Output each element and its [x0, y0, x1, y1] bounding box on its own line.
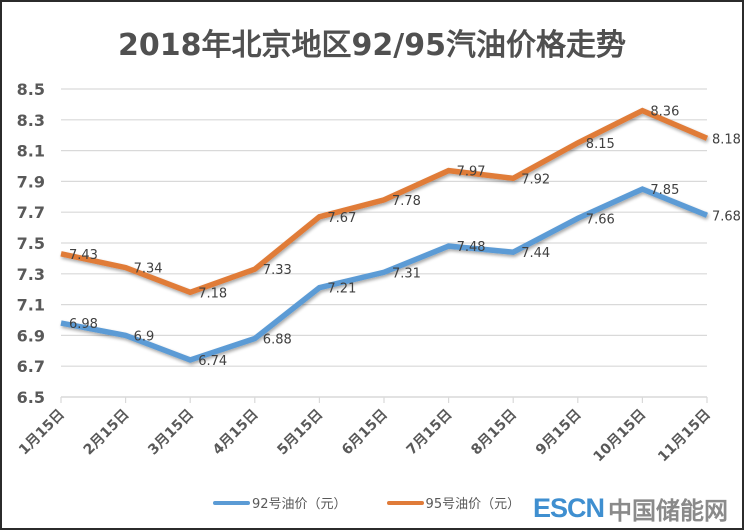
x-tick-label: 9月15日 — [533, 407, 585, 459]
x-tick-label: 11月15日 — [655, 407, 714, 466]
data-label: 7.33 — [263, 263, 292, 278]
watermark-logo: ESCN 中国储能网 — [533, 491, 728, 526]
legend-label-95: 95号油价（元） — [425, 497, 521, 512]
legend-item-95: 95号油价（元） — [386, 493, 521, 512]
data-label: 7.34 — [134, 262, 163, 277]
data-label: 6.9 — [134, 329, 155, 344]
x-tick-label: 3月15日 — [145, 407, 197, 459]
data-label: 7.68 — [712, 209, 741, 224]
y-tick-label: 6.5 — [17, 388, 45, 407]
x-tick-label: 7月15日 — [404, 407, 456, 459]
data-label: 8.36 — [650, 105, 679, 120]
y-tick-label: 7.9 — [17, 172, 45, 191]
y-tick-label: 6.7 — [17, 357, 45, 376]
y-tick-label: 6.9 — [17, 326, 45, 345]
y-tick-label: 7.5 — [17, 234, 45, 253]
y-tick-label: 8.5 — [17, 80, 45, 99]
x-tick-label: 4月15日 — [210, 407, 262, 459]
legend-label-92: 92号油价（元） — [252, 497, 347, 512]
data-label: 7.48 — [457, 240, 486, 255]
data-label: 8.18 — [712, 132, 741, 147]
data-label: 7.66 — [586, 212, 615, 227]
data-label: 7.43 — [69, 248, 98, 263]
data-label: 7.44 — [521, 246, 550, 261]
x-tick-label: 2月15日 — [81, 407, 133, 459]
data-label: 6.74 — [198, 354, 227, 369]
data-label: 6.88 — [263, 332, 292, 347]
legend: 92号油价（元） 95号油价（元） — [213, 493, 560, 512]
x-tick-label: 6月15日 — [339, 407, 391, 459]
watermark-brand: ESCN — [533, 493, 605, 523]
data-label: 7.92 — [521, 172, 550, 187]
y-tick-label: 8.1 — [17, 142, 45, 161]
data-label: 7.78 — [392, 194, 421, 209]
x-tick-label: 5月15日 — [274, 407, 326, 459]
watermark-name: 中国储能网 — [608, 497, 729, 525]
legend-swatch-95 — [386, 500, 424, 505]
data-label: 6.98 — [69, 317, 98, 332]
x-tick-label: 1月15日 — [16, 407, 68, 459]
data-label: 7.18 — [198, 286, 227, 301]
data-label: 7.67 — [327, 211, 356, 226]
data-label: 7.97 — [457, 165, 486, 180]
legend-swatch-92 — [213, 500, 250, 505]
y-tick-label: 7.3 — [17, 265, 45, 284]
x-tick-label: 8月15日 — [468, 407, 520, 459]
data-label: 7.85 — [650, 183, 679, 198]
chart-title: 2018年北京地区92/95汽油价格走势 — [118, 28, 626, 63]
data-label: 8.15 — [586, 137, 615, 152]
y-tick-label: 7.7 — [17, 203, 45, 222]
y-tick-label: 8.3 — [17, 111, 45, 130]
data-label: 7.31 — [392, 266, 421, 281]
legend-item-92: 92号油价（元） — [213, 493, 347, 512]
y-tick-label: 7.1 — [17, 296, 45, 315]
data-label: 7.21 — [327, 282, 356, 297]
x-tick-label: 10月15日 — [591, 407, 650, 466]
